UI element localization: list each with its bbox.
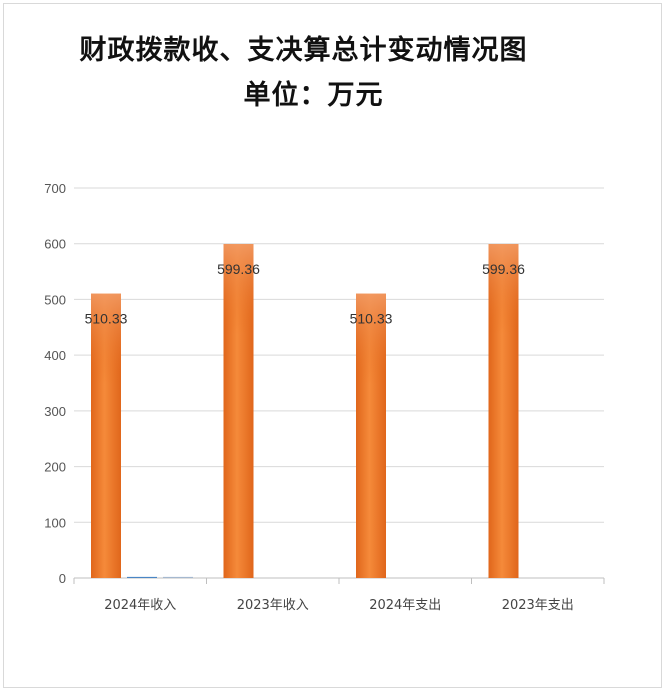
data-label: 599.36	[217, 261, 260, 277]
chart-title: 财政拨款收、支决算总计变动情况图	[79, 35, 528, 66]
x-category-label: 2024年支出	[369, 598, 441, 613]
chart-subtitle: 单位：万元	[243, 80, 384, 111]
bar	[163, 576, 193, 578]
bar-highlight	[356, 293, 386, 384]
y-tick-label: 200	[44, 460, 66, 475]
bar	[127, 576, 157, 578]
y-tick-label: 100	[44, 515, 66, 530]
x-category-label: 2023年支出	[502, 598, 574, 613]
bar-highlight	[91, 293, 121, 384]
bar-highlight	[223, 244, 254, 335]
data-label: 599.36	[482, 261, 525, 277]
y-tick-label: 300	[44, 404, 66, 419]
y-tick-label: 0	[59, 571, 66, 586]
bar-highlight	[488, 244, 519, 335]
data-label: 510.33	[85, 311, 128, 327]
y-tick-label: 400	[44, 348, 66, 363]
y-tick-label: 500	[44, 292, 66, 307]
y-tick-label: 600	[44, 237, 66, 252]
y-tick-label: 700	[44, 181, 66, 196]
x-category-label: 2024年收入	[104, 598, 176, 613]
data-label: 510.33	[350, 311, 393, 327]
x-category-label: 2023年收入	[237, 598, 309, 613]
